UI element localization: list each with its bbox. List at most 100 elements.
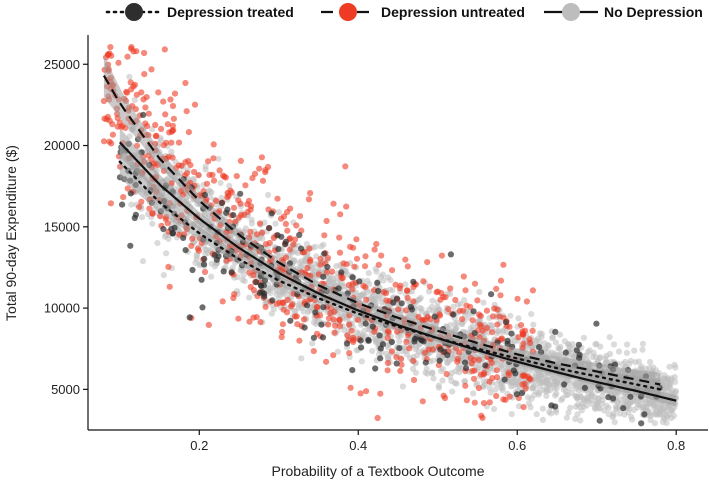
- depression-untreated-point: [463, 397, 470, 404]
- depression-untreated-point: [253, 314, 260, 321]
- depression-untreated-point: [262, 303, 269, 310]
- no-depression-point: [486, 385, 493, 392]
- depression-treated-point: [552, 328, 559, 335]
- x-tick-label: 0.2: [190, 438, 208, 453]
- depression-treated-point: [610, 395, 617, 402]
- depression-treated-point: [186, 314, 193, 321]
- depression-treated-point: [357, 337, 364, 344]
- depression-untreated-point: [402, 256, 409, 263]
- depression-treated-point: [320, 304, 327, 311]
- no-depression-point: [265, 191, 272, 199]
- depression-untreated-point: [384, 334, 391, 342]
- no-depression-point: [461, 378, 468, 385]
- no-depression-point: [416, 296, 423, 303]
- no-depression-point: [444, 359, 451, 366]
- no-depression-point: [565, 409, 572, 416]
- y-tick-label: 5000: [51, 382, 80, 397]
- legend-item-depression-treated: Depression treated: [105, 3, 294, 21]
- depression-untreated-point: [470, 375, 478, 382]
- no-depression-point: [626, 360, 633, 367]
- depression-treated-point: [201, 255, 208, 263]
- no-depression-point: [272, 220, 279, 227]
- no-depression-point: [494, 327, 501, 334]
- depression-treated-point: [198, 276, 205, 283]
- no-depression-point: [435, 384, 443, 391]
- depression-untreated-point: [237, 212, 245, 219]
- depression-untreated-point: [158, 125, 165, 132]
- depression-untreated-point: [242, 182, 249, 189]
- depression-treated-point: [358, 344, 365, 351]
- depression-treated-point: [548, 402, 555, 409]
- no-depression-point: [593, 340, 600, 347]
- depression-treated-point: [398, 300, 405, 307]
- depression-untreated-point: [403, 287, 411, 294]
- no-depression-point: [340, 283, 347, 290]
- depression-treated-point: [200, 261, 208, 268]
- depression-treated-point: [287, 317, 294, 324]
- depression-treated-point: [131, 214, 138, 222]
- depression-untreated-point: [142, 120, 149, 127]
- no-depression-point: [365, 270, 372, 277]
- depression-treated-point: [372, 365, 379, 372]
- no-depression-point: [208, 273, 215, 280]
- no-depression-point: [467, 325, 474, 332]
- depression-untreated-point: [410, 357, 417, 364]
- no-depression-point: [364, 289, 371, 296]
- no-depression-point: [476, 288, 483, 295]
- no-depression-point: [647, 358, 654, 366]
- depression-untreated-point: [493, 285, 500, 292]
- depression-untreated-point: [363, 388, 370, 395]
- no-depression-point: [611, 419, 618, 426]
- no-depression-point: [596, 355, 603, 362]
- depression-untreated-point: [410, 298, 417, 305]
- x-axis-title: Probability of a Textbook Outcome: [272, 463, 485, 479]
- no-depression-point: [563, 414, 571, 421]
- depression-treated-point: [278, 233, 285, 240]
- depression-treated-point: [575, 341, 583, 348]
- no-depression-point: [564, 391, 571, 398]
- depression-untreated-point: [361, 263, 369, 270]
- x-ticks: 0.2 0.4 0.6 0.8: [190, 430, 685, 453]
- depression-untreated-point: [244, 201, 251, 208]
- depression-treated-point: [253, 279, 260, 286]
- depression-treated-point: [422, 359, 429, 366]
- no-depression-point: [639, 340, 647, 347]
- depression-untreated-point: [114, 123, 121, 130]
- legend-marker-depression-untreated: [339, 3, 357, 21]
- depression-treated-point: [431, 313, 438, 320]
- no-depression-point: [138, 214, 146, 221]
- depression-untreated-point: [187, 162, 194, 169]
- depression-treated-point: [171, 224, 178, 231]
- depression-treated-point: [343, 340, 351, 347]
- depression-untreated-point: [327, 310, 334, 317]
- depression-untreated-point: [188, 242, 195, 249]
- no-depression-point: [552, 339, 560, 346]
- depression-untreated-point: [424, 259, 431, 266]
- depression-untreated-point: [415, 313, 422, 320]
- no-depression-point: [387, 277, 394, 284]
- depression-untreated-point: [480, 400, 488, 407]
- no-depression-point: [561, 338, 568, 345]
- depression-untreated-point: [523, 298, 531, 305]
- depression-untreated-point: [317, 261, 324, 268]
- depression-untreated-point: [300, 316, 308, 323]
- depression-untreated-point: [351, 263, 358, 270]
- no-depression-point: [580, 334, 588, 341]
- no-depression-point: [628, 413, 635, 420]
- no-depression-point: [429, 297, 436, 304]
- no-depression-point: [515, 315, 522, 322]
- no-depression-point: [291, 308, 298, 315]
- no-depression-point: [574, 395, 581, 402]
- depression-untreated-point: [475, 356, 482, 363]
- depression-untreated-point: [306, 258, 313, 265]
- depression-untreated-point: [305, 196, 312, 203]
- axes: 0.2 0.4 0.6 0.8 5000 10000 15000 20000 25000 Pr…: [3, 35, 708, 479]
- depression-untreated-point: [157, 213, 164, 220]
- depression-untreated-point: [433, 289, 440, 296]
- no-depression-point: [574, 411, 581, 418]
- no-depression-point: [163, 250, 170, 257]
- y-tick-label: 10000: [44, 301, 80, 316]
- no-depression-point: [544, 341, 552, 349]
- no-depression-point: [534, 375, 541, 382]
- depression-treated-point: [303, 302, 311, 309]
